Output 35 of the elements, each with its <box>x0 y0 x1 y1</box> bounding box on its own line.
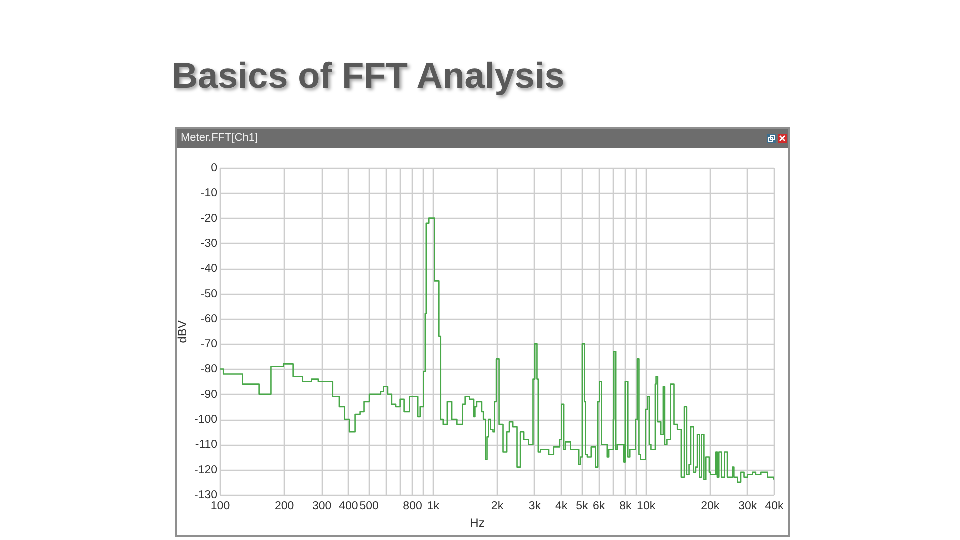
y-tick-label: -70 <box>200 338 218 351</box>
y-tick-label: -50 <box>200 288 218 300</box>
y-tick-label: -20 <box>200 212 218 225</box>
y-tick-label: 0 <box>211 162 218 174</box>
x-tick-label: 2k <box>491 500 504 512</box>
x-tick-label: 6k <box>593 500 606 512</box>
y-tick-label: -10 <box>200 188 218 200</box>
x-tick-label: 20k <box>701 500 720 512</box>
y-tick-label: -30 <box>200 238 218 250</box>
chart-title: Basics of FFT Analysis <box>172 55 565 96</box>
x-tick-label: 400 <box>339 500 358 512</box>
x-axis-title: Hz <box>470 516 485 530</box>
y-axis-title: dBV <box>175 320 190 344</box>
x-tick-label: 1k <box>427 500 440 512</box>
chart-subtitle: Meter.FFT[Ch1] <box>181 132 258 146</box>
x-tick-label: 100 <box>210 500 230 512</box>
y-tick-label: -130 <box>194 490 218 502</box>
y-tick-label: -60 <box>200 313 218 326</box>
x-tick-label: 8k <box>620 500 632 512</box>
x-tick-label: 800 <box>403 500 422 512</box>
y-tick-label: -40 <box>200 263 218 276</box>
x-tick-label: 40k <box>765 500 784 512</box>
x-tick-label: 4k <box>556 500 568 512</box>
x-tick-label: 30k <box>738 500 758 512</box>
x-tick-label: 300 <box>312 500 332 512</box>
x-tick-label: 5k <box>576 500 589 512</box>
x-tick-label: 10k <box>637 500 656 512</box>
y-tick-label: -90 <box>200 388 218 401</box>
y-tick-label: -100 <box>194 414 218 426</box>
x-tick-label: 200 <box>275 500 294 512</box>
y-tick-label: -120 <box>194 464 218 476</box>
y-tick-label: -80 <box>200 364 218 376</box>
x-tick-label: 500 <box>360 500 379 512</box>
y-tick-label: -110 <box>195 439 218 452</box>
x-tick-label: 3k <box>528 500 542 512</box>
